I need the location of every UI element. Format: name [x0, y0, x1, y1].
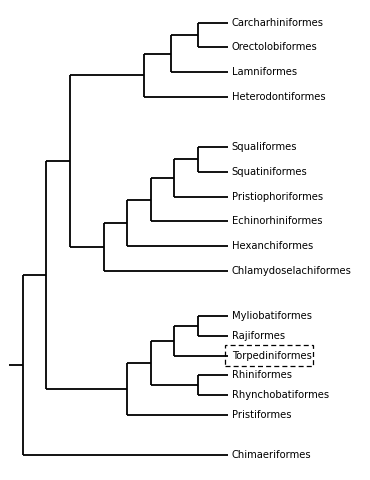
Text: Echinorhiniformes: Echinorhiniformes	[232, 216, 322, 227]
Text: Rajiformes: Rajiformes	[232, 331, 285, 341]
Text: Carcharhiniformes: Carcharhiniformes	[232, 18, 324, 28]
Text: Myliobatiformes: Myliobatiformes	[232, 311, 312, 321]
Text: Chimaeriformes: Chimaeriformes	[232, 450, 312, 460]
Text: Torpediniformes: Torpediniformes	[232, 350, 312, 360]
Text: Hexanchiformes: Hexanchiformes	[232, 241, 313, 251]
Text: Pristiformes: Pristiformes	[232, 410, 291, 420]
Text: Rhynchobatiformes: Rhynchobatiformes	[232, 390, 329, 400]
Text: Squatiniformes: Squatiniformes	[232, 167, 307, 177]
Text: Chlamydoselachiformes: Chlamydoselachiformes	[232, 266, 352, 276]
Text: Heterodontiformes: Heterodontiformes	[232, 92, 325, 102]
Bar	[225, 345, 313, 366]
Text: Squaliformes: Squaliformes	[232, 142, 297, 152]
Text: Pristiophoriformes: Pristiophoriformes	[232, 192, 323, 202]
Text: Orectolobiformes: Orectolobiformes	[232, 43, 317, 52]
Text: Lamniformes: Lamniformes	[232, 67, 297, 77]
Text: Rhiniformes: Rhiniformes	[232, 371, 292, 380]
